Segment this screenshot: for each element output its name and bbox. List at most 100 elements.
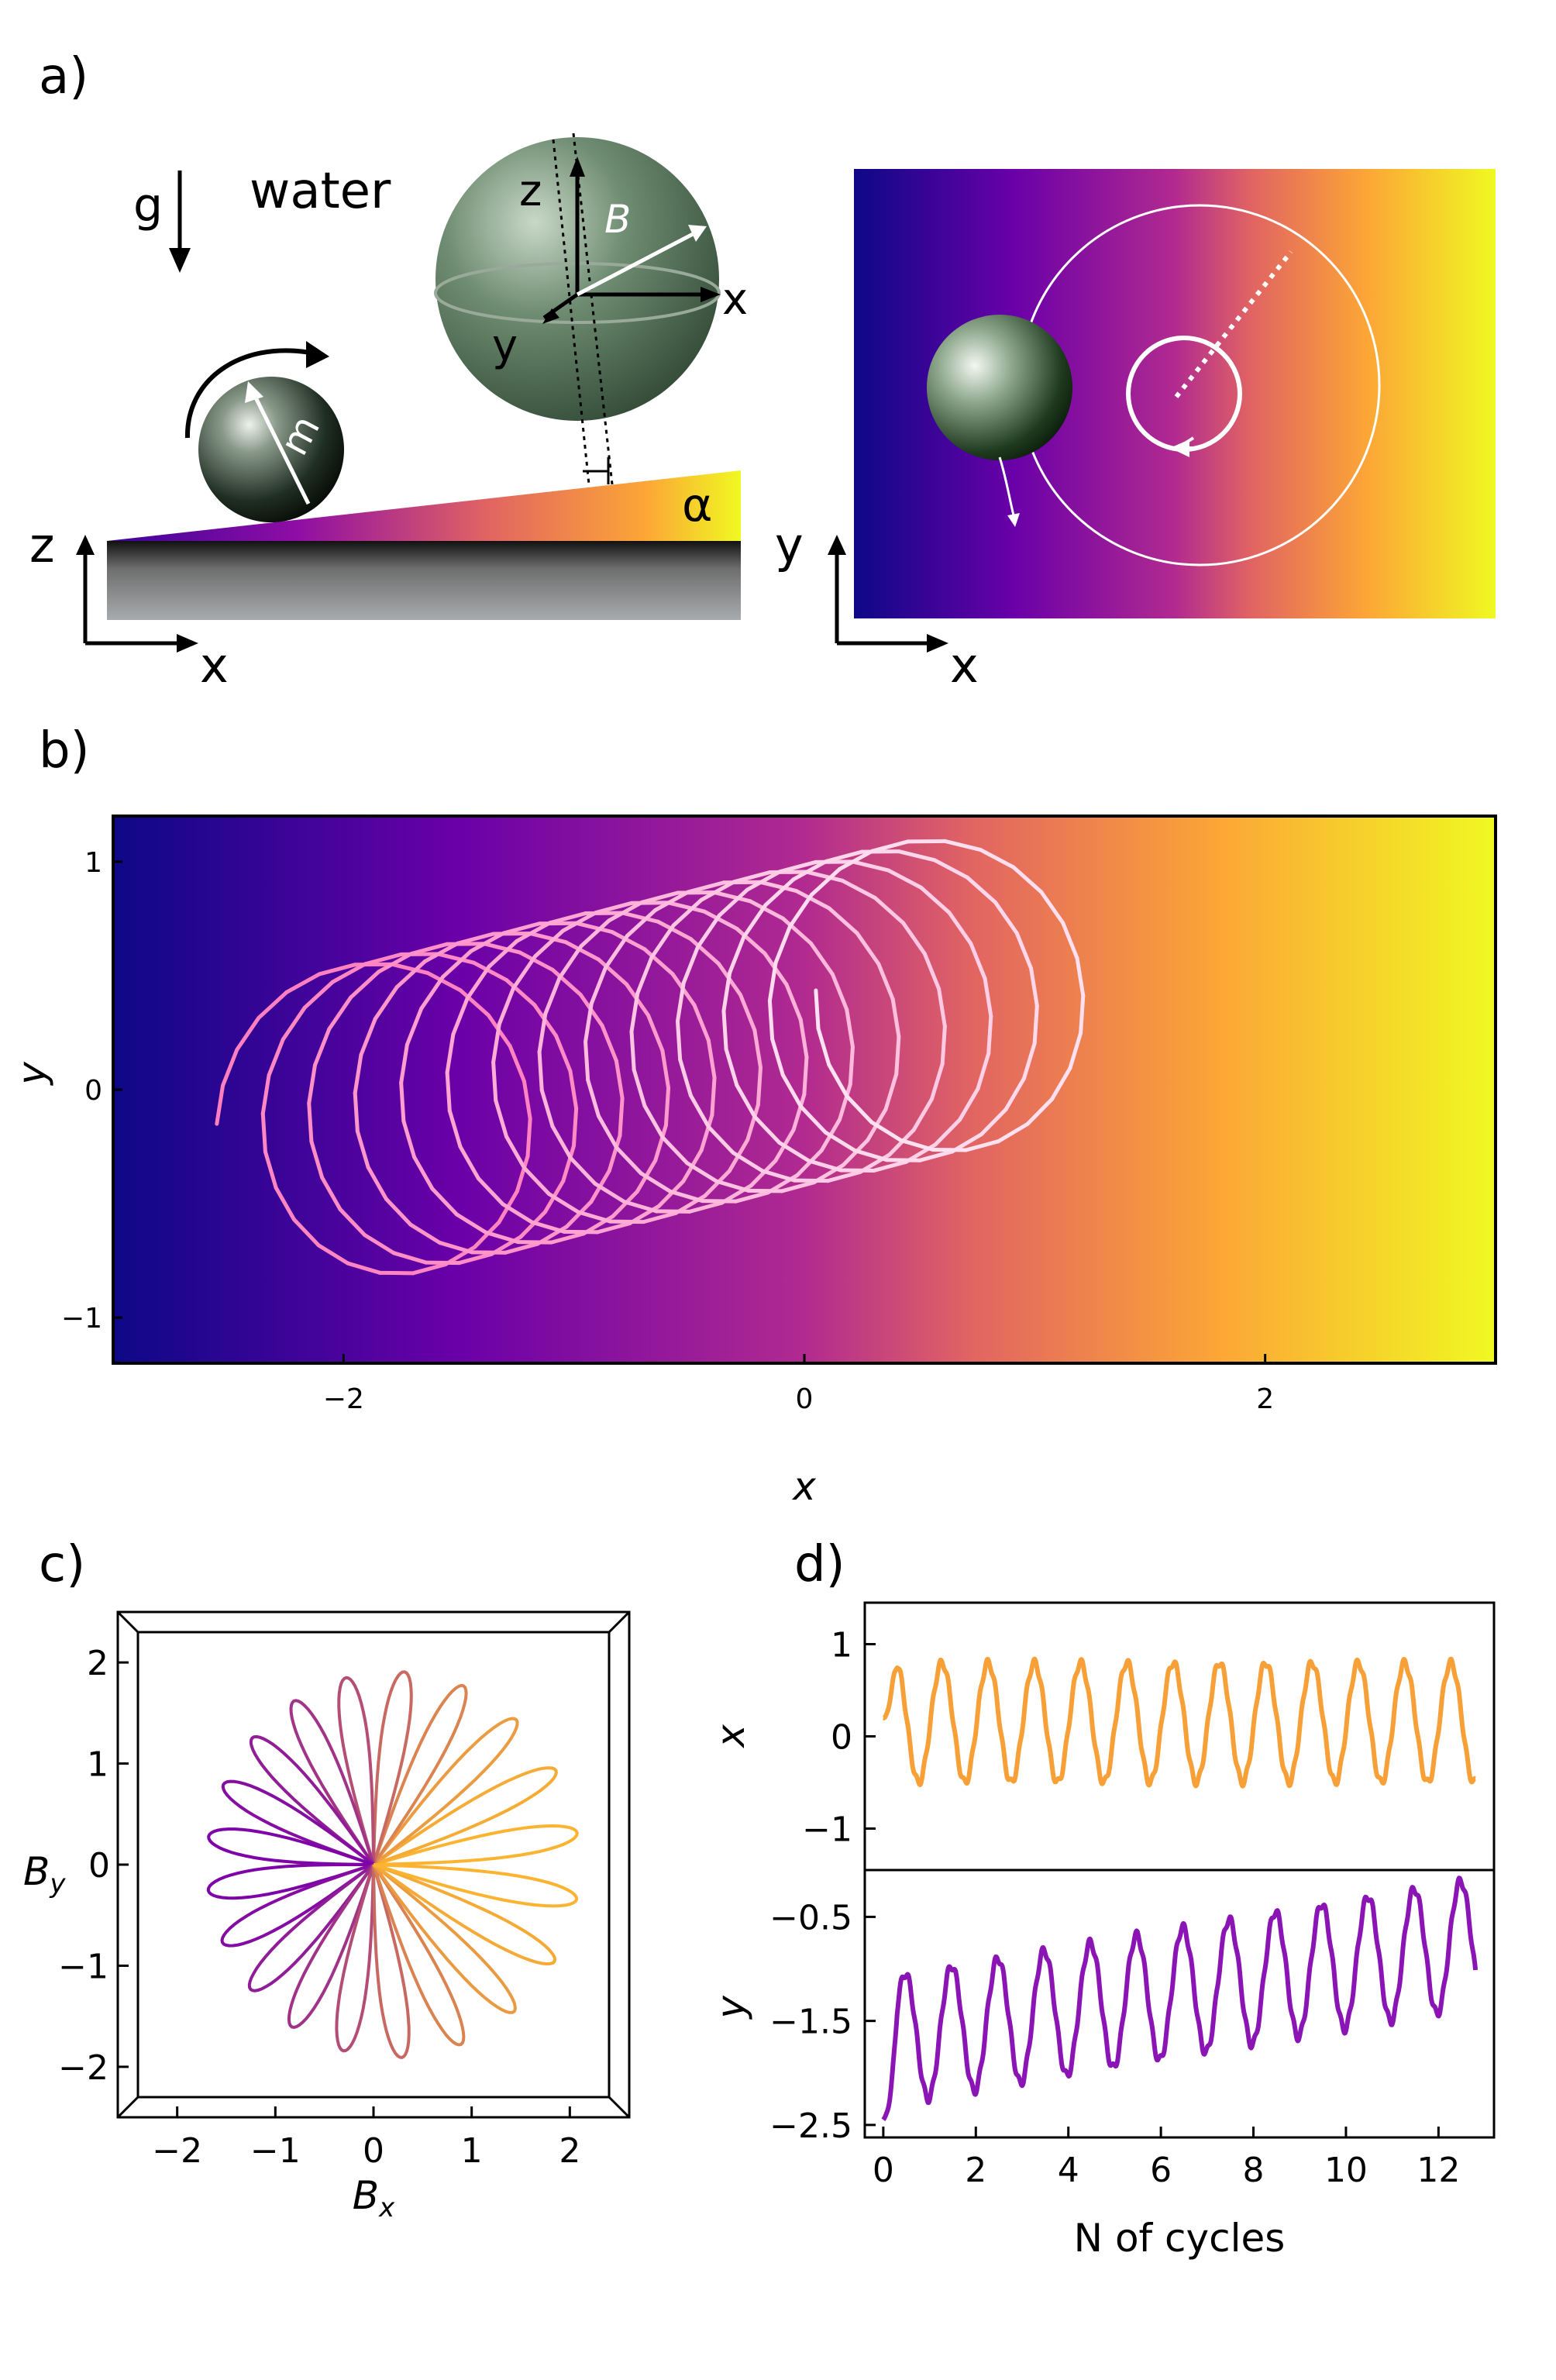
- trajectory-segment: [571, 1106, 579, 1149]
- trajectory-segment: [346, 1261, 382, 1275]
- trajectory-segment: [964, 1139, 1000, 1152]
- field-petal: [220, 1863, 375, 1948]
- trajectory-segment: [312, 1027, 332, 1067]
- trajectory-segment: [758, 880, 799, 894]
- trajectory-segment: [883, 1072, 899, 1111]
- trajectory-segment: [574, 921, 614, 934]
- trajectory-segment: [898, 1138, 935, 1152]
- trajectory-segment: [827, 906, 859, 935]
- panel-d-xtick-label: 10: [1324, 2151, 1368, 2190]
- panel-d-top-frame: [863, 1601, 1496, 1872]
- trajectory-segment: [778, 859, 818, 874]
- trajectory-segment: [494, 1098, 508, 1138]
- trajectory-segment: [411, 1262, 448, 1276]
- trajectory-segment: [937, 987, 947, 1028]
- panel-d-ytick-label: −1: [802, 1810, 852, 1849]
- angle-label: α: [682, 478, 713, 532]
- trajectory-segment: [501, 1202, 535, 1224]
- trajectory-segment: [487, 939, 519, 969]
- field-petal: [249, 1734, 375, 1866]
- field-petal: [373, 1863, 579, 1908]
- trajectory-segment: [1029, 966, 1039, 1008]
- panel-d-ytick-label: −2.5: [769, 2106, 852, 2146]
- trajectory-segment: [686, 880, 726, 894]
- trajectory-segment: [748, 899, 785, 921]
- trajectory-segment: [733, 1190, 770, 1204]
- trajectory-segment: [632, 1067, 647, 1108]
- trajectory-segment: [906, 839, 947, 844]
- trajectory-segment: [274, 1186, 297, 1222]
- trajectory-segment: [307, 1063, 317, 1106]
- panel-c-label: c): [39, 1536, 85, 1593]
- panel-b-trajectory: [215, 839, 1086, 1276]
- trajectory-segment: [516, 1240, 554, 1245]
- panel-c-xtick-label: −2: [152, 2131, 202, 2171]
- trajectory-segment: [675, 980, 686, 1024]
- trajectory-segment: [561, 1144, 576, 1183]
- trajectory-segment: [894, 1035, 901, 1076]
- trajectory-segment: [678, 1057, 693, 1098]
- panel-c-ticks: −2 −1 0 1 2 −2 −1 0 1 2: [58, 1644, 580, 2171]
- sphere-axis-y-label: y: [492, 321, 518, 371]
- trajectory-segment: [872, 1159, 908, 1173]
- trajectory-segment: [993, 900, 1019, 935]
- trajectory-segment: [260, 1073, 271, 1116]
- trajectory-segment: [568, 1156, 597, 1186]
- trajectory-segment: [979, 1107, 1008, 1137]
- trajectory-segment: [986, 1014, 993, 1056]
- trajectory-segment: [215, 1083, 225, 1126]
- top-view-axis-x-label: x: [950, 637, 979, 694]
- trajectory-segment: [876, 962, 895, 1001]
- panel-c-xtick-label: 0: [363, 2131, 384, 2171]
- trajectory-segment: [563, 940, 601, 962]
- panel-c-xtick-label: 2: [559, 2131, 580, 2171]
- sphere-axis-x-label: x: [722, 274, 748, 325]
- trajectory-segment: [525, 1117, 532, 1159]
- trajectory-segment: [515, 1154, 530, 1193]
- trajectory-segment: [530, 1220, 566, 1234]
- trajectory-segment: [770, 1037, 785, 1077]
- field-arrow: [576, 230, 697, 297]
- trajectory-segment: [976, 1051, 991, 1091]
- trajectory-segment: [838, 1082, 852, 1122]
- field-petal: [372, 1863, 517, 2014]
- trajectory-segment: [593, 1181, 627, 1204]
- axis-z-label: z: [29, 517, 55, 573]
- trajectory-segment: [441, 949, 473, 979]
- trajectory-segment: [792, 1178, 830, 1183]
- trajectory-segment: [422, 941, 460, 964]
- trajectory-segment: [604, 934, 630, 970]
- trajectory-segment: [1014, 931, 1034, 971]
- trajectory-segment: [922, 952, 942, 991]
- trajectory-segment: [701, 1199, 738, 1204]
- trajectory-segment: [784, 982, 803, 1022]
- panel-a-label: a): [39, 48, 88, 105]
- trajectory-segment: [363, 952, 404, 966]
- panel-b-ticks: −2 0 2 −1 0 1: [61, 847, 1274, 1415]
- trajectory-segment: [557, 944, 584, 980]
- moment-arrow: [250, 390, 311, 505]
- trajectory-segment: [584, 1039, 590, 1083]
- trajectory-segment: [780, 1180, 816, 1193]
- trajectory-segment: [537, 1049, 544, 1093]
- panel-b-ytick-label: −1: [61, 1303, 102, 1335]
- trajectory-segment: [656, 919, 693, 942]
- trajectory-segment: [900, 921, 927, 956]
- trajectory-segment: [408, 1222, 442, 1245]
- trajectory-segment: [806, 1159, 843, 1173]
- trajectory-segment: [823, 1130, 857, 1152]
- trajectory-segment: [870, 839, 911, 853]
- trajectory-segment: [958, 1087, 980, 1122]
- trajectory-segment: [1061, 921, 1079, 960]
- trajectory-segment: [791, 1092, 807, 1132]
- trajectory-segment: [511, 954, 538, 990]
- substrate: [107, 541, 741, 620]
- trajectory-segment: [594, 901, 634, 915]
- trajectory-segment: [355, 1129, 370, 1169]
- trajectory-segment: [562, 1229, 600, 1235]
- trajectory-segment: [608, 1219, 645, 1224]
- trajectory-segment: [777, 1140, 811, 1163]
- trajectory-segment: [869, 1120, 903, 1142]
- trajectory-segment: [717, 887, 750, 918]
- trajectory-segment: [302, 980, 335, 1010]
